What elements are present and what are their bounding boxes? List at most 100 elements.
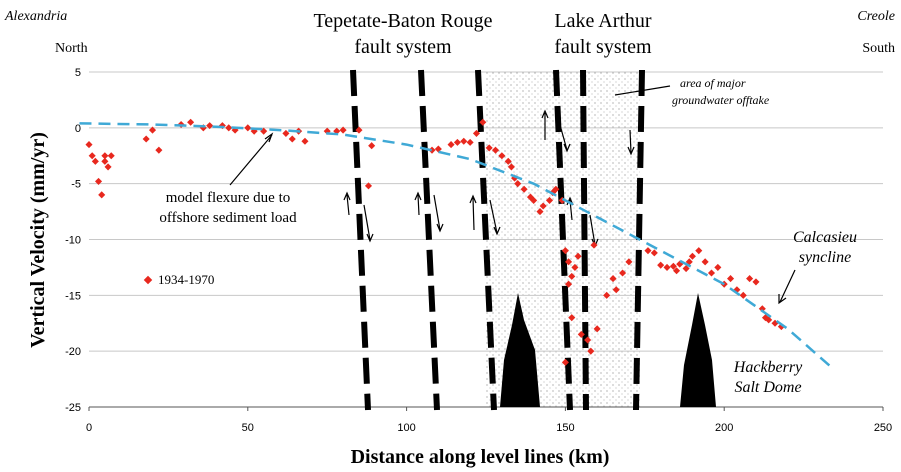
- x-tick-label: 150: [556, 422, 574, 434]
- data-point: [364, 182, 373, 190]
- data-point: [625, 258, 633, 266]
- annotation: South: [862, 41, 895, 56]
- data-point: [545, 196, 554, 204]
- data-point: [577, 330, 585, 338]
- data-point: [657, 261, 665, 269]
- data-point: [758, 305, 766, 313]
- y-tick-label: -15: [65, 290, 81, 302]
- data-point: [695, 247, 703, 255]
- data-point: [663, 263, 671, 271]
- annotation: Calcasieu: [793, 229, 857, 246]
- annotation: area of major: [680, 76, 746, 90]
- data-point: [568, 272, 576, 280]
- data-point: [447, 141, 455, 149]
- data-point: [148, 126, 157, 134]
- x-tick-label: 100: [397, 422, 415, 434]
- fault-lines: [350, 69, 645, 411]
- data-point: [94, 177, 103, 185]
- data-point: [561, 358, 569, 366]
- data-point: [682, 264, 690, 273]
- data-point: [514, 180, 522, 188]
- model-curve: [79, 122, 834, 369]
- data-point: [752, 278, 760, 286]
- y-tick-label: -5: [71, 179, 81, 191]
- annotation: Tepetate-Baton Rouge: [313, 10, 492, 32]
- annotation: Creole: [857, 9, 895, 24]
- y-axis-label: Vertical Velocity (mm/yr): [27, 132, 49, 348]
- data-point: [590, 241, 598, 249]
- x-tick-label: 0: [86, 422, 92, 434]
- annotation: fault system: [554, 36, 652, 58]
- data-point: [434, 145, 442, 153]
- data-point: [571, 263, 579, 271]
- data-point: [650, 249, 658, 257]
- data-point: [619, 269, 627, 277]
- data-point: [498, 152, 506, 160]
- data-point: [187, 118, 195, 126]
- data-point: [479, 118, 487, 126]
- data-point: [460, 137, 468, 145]
- y-tick-label: -10: [65, 235, 81, 247]
- data-point: [746, 275, 754, 283]
- data-point: [688, 252, 696, 260]
- data-point: [612, 286, 620, 294]
- salt-domes: [500, 293, 716, 407]
- data-point: [491, 146, 500, 154]
- data-point: [574, 252, 582, 260]
- data-point: [561, 247, 569, 255]
- data-point: [603, 291, 611, 299]
- data-point: [485, 144, 493, 152]
- data-point: [568, 314, 576, 322]
- data-point: [584, 336, 592, 344]
- data-point: [101, 157, 109, 165]
- data-point: [466, 138, 474, 146]
- data-point: [587, 347, 595, 355]
- annotation: fault system: [354, 36, 452, 58]
- data-point: [101, 152, 109, 160]
- y-tick-label: 0: [75, 123, 81, 135]
- annotation: Salt Dome: [734, 379, 801, 396]
- data-point: [85, 141, 93, 149]
- data-point: [673, 267, 681, 275]
- data-point: [765, 316, 773, 324]
- data-point: [707, 269, 716, 277]
- data-point: [552, 185, 560, 193]
- data-point: [609, 275, 617, 283]
- data-point: [288, 135, 296, 143]
- data-point: [453, 138, 461, 146]
- x-tick-label: 200: [715, 422, 733, 434]
- data-point: [282, 129, 290, 137]
- data-point: [244, 124, 252, 132]
- data-point: [565, 258, 573, 266]
- data-point: [225, 124, 233, 132]
- data-point: [504, 157, 512, 165]
- data-point: [727, 275, 735, 283]
- data-point: [368, 142, 376, 150]
- x-axis-label: Distance along level lines (km): [351, 446, 610, 468]
- data-point: [428, 146, 436, 154]
- x-tick-label: 50: [242, 422, 254, 434]
- annotation: Lake Arthur: [554, 10, 652, 32]
- data-point: [565, 280, 573, 288]
- annotation: syncline: [799, 249, 851, 266]
- y-tick-label: 5: [75, 67, 81, 79]
- data-point: [155, 146, 163, 154]
- data-point: [539, 202, 547, 210]
- x-tick-label: 250: [874, 422, 892, 434]
- data-point: [536, 208, 544, 216]
- legend-marker: [143, 275, 153, 285]
- data-point: [107, 152, 115, 160]
- data-point: [669, 262, 677, 270]
- data-point: [142, 135, 150, 143]
- data-point: [91, 157, 99, 165]
- data-point: [339, 126, 347, 134]
- data-point: [301, 137, 309, 145]
- annotation: Alexandria: [4, 9, 67, 24]
- data-point: [206, 122, 214, 130]
- y-tick-label: -20: [65, 346, 81, 358]
- data-point: [520, 185, 528, 193]
- legend-label: 1934-1970: [158, 272, 214, 287]
- annotation: groundwater offtake: [672, 93, 770, 107]
- annotations: Alexandria North Creole South Tepetate-B…: [4, 9, 895, 396]
- data-point: [644, 247, 652, 255]
